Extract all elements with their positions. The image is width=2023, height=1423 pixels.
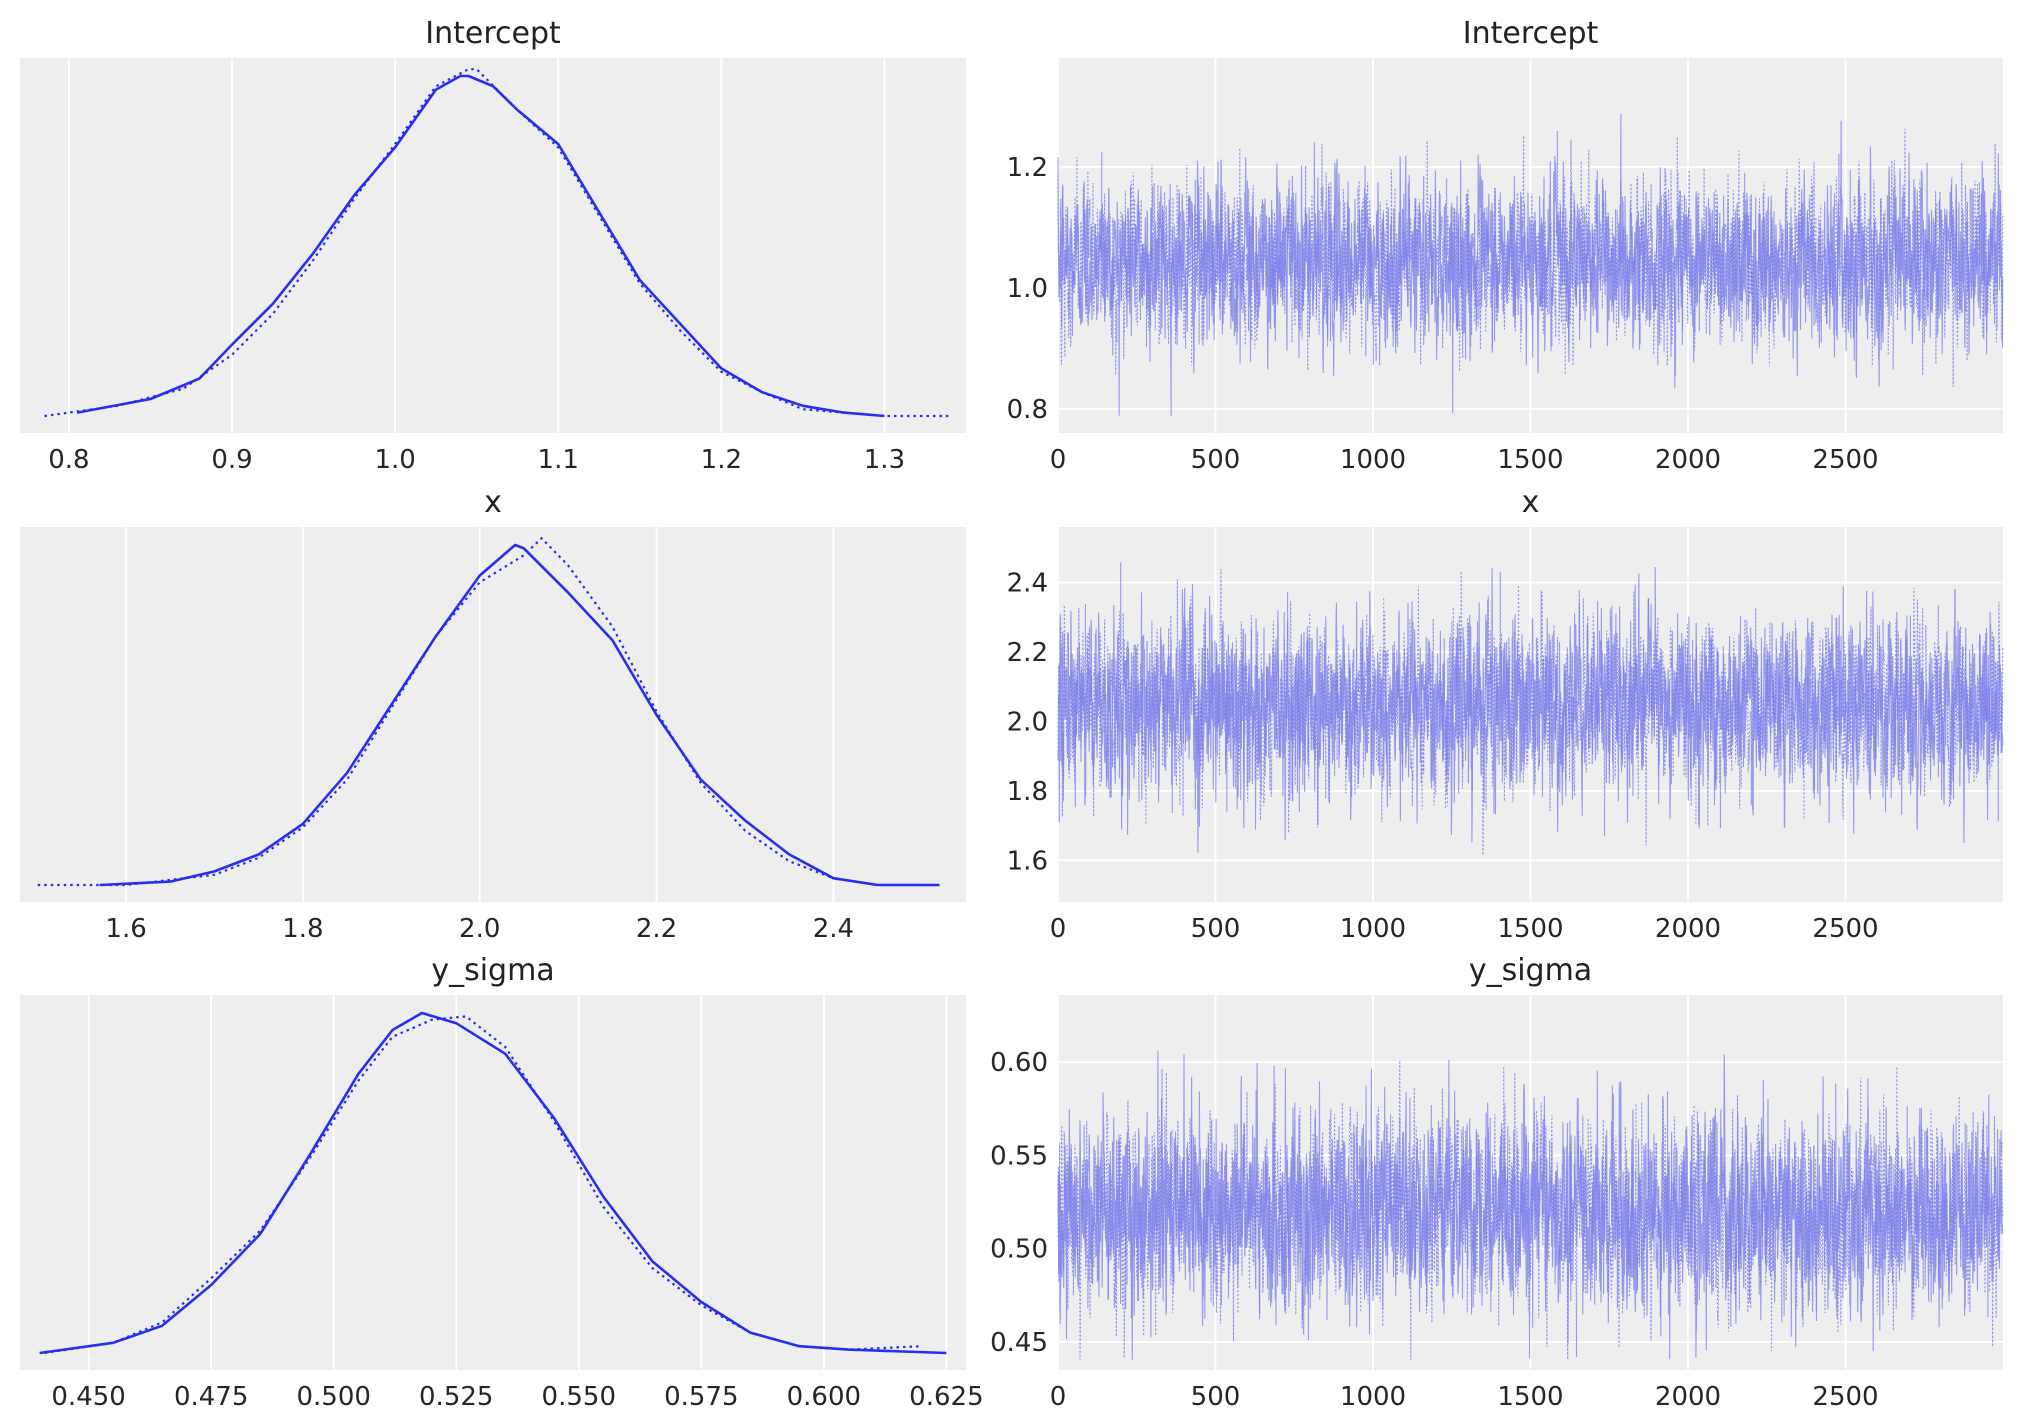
x-tick-label: 1500 [1497, 914, 1563, 944]
y-tick-label: 2.2 [1007, 638, 1048, 668]
x-tick-label: 1.3 [864, 445, 905, 475]
x-tick-label: 500 [1191, 1382, 1241, 1412]
x-tick-label: 0.9 [211, 445, 252, 475]
x-tick-label: 1500 [1497, 1382, 1563, 1412]
x-tick-label: 0 [1050, 1382, 1067, 1412]
panel-trace-2: Intercept 0 500 1000 1500 2000 2500 0.8 1.0 1.2 [1007, 16, 2004, 475]
x-tick-label: 2500 [1812, 1382, 1878, 1412]
y-tick-label: 0.60 [990, 1048, 1048, 1078]
x-tick-label: 0.600 [787, 1382, 861, 1412]
x-tick-label: 2.0 [459, 914, 500, 944]
x-tick-label: 0.8 [48, 445, 89, 475]
y-tick-label: 0.50 [990, 1235, 1048, 1265]
x-tick-label: 1.2 [701, 445, 742, 475]
panel-posterior-density-1: Intercept 0.8 0.9 1.0 1.1 1.2 1.3 [20, 16, 966, 475]
panel-title: x [1522, 485, 1540, 520]
density-line-dotted [44, 1015, 922, 1355]
density-line-solid [99, 543, 940, 887]
panel-posterior-density-5: y_sigma 0.450 0.475 0.500 0.525 0.550 0.575 0.6… [20, 953, 984, 1412]
x-tick-label: 0.550 [542, 1382, 616, 1412]
x-tick-label: 0 [1050, 445, 1067, 475]
x-tick-label: 500 [1191, 914, 1241, 944]
x-tick-label: 1.6 [105, 914, 146, 944]
x-tick-label: 1000 [1340, 445, 1406, 475]
y-tick-label: 0.8 [1007, 395, 1048, 425]
panel-title: y_sigma [1469, 953, 1592, 988]
x-tick-label: 1000 [1340, 1382, 1406, 1412]
x-tick-label: 0 [1050, 914, 1067, 944]
x-tick-label: 2500 [1812, 914, 1878, 944]
x-tick-label: 0.575 [664, 1382, 738, 1412]
x-tick-label: 2.4 [813, 914, 854, 944]
x-tick-label: 500 [1191, 445, 1241, 475]
x-tick-label: 1000 [1340, 914, 1406, 944]
panel-title: Intercept [425, 16, 561, 51]
x-tick-label: 2000 [1655, 914, 1721, 944]
x-tick-label: 0.525 [419, 1382, 493, 1412]
y-tick-label: 1.8 [1007, 777, 1048, 807]
x-tick-label: 2000 [1655, 1382, 1721, 1412]
plot-area [20, 527, 966, 902]
trace-chain-2 [1057, 1060, 2004, 1361]
density-line-dotted [37, 537, 878, 887]
x-tick-label: 2.2 [636, 914, 677, 944]
panel-trace-4: x 0 500 1000 1500 2000 2500 1.6 1.8 2.0 2.2 2.4 [1007, 485, 2004, 944]
x-tick-label: 1500 [1497, 445, 1563, 475]
y-tick-label: 0.55 [990, 1141, 1048, 1171]
x-tick-label: 2500 [1812, 445, 1878, 475]
panel-title: x [484, 485, 502, 520]
density-line-dotted [44, 68, 950, 418]
x-tick-label: 0.500 [296, 1382, 370, 1412]
x-tick-label: 1.1 [538, 445, 579, 475]
y-tick-label: 2.0 [1007, 707, 1048, 737]
y-tick-label: 2.4 [1007, 569, 1048, 599]
y-tick-label: 1.2 [1007, 153, 1048, 183]
y-tick-label: 1.0 [1007, 274, 1048, 304]
x-tick-label: 0.625 [909, 1382, 983, 1412]
x-tick-label: 2000 [1655, 445, 1721, 475]
density-line-solid [76, 74, 885, 418]
panel-trace-6: y_sigma 0 500 1000 1500 2000 2500 0.45 0.50 0.55 0… [990, 953, 2004, 1412]
x-tick-label: 0.475 [174, 1382, 248, 1412]
panel-title: y_sigma [431, 953, 554, 988]
panel-title: Intercept [1463, 16, 1599, 51]
y-tick-label: 1.6 [1007, 846, 1048, 876]
plot-area [20, 58, 966, 433]
trace-chain-2 [1057, 562, 2004, 856]
panel-posterior-density-3: x 1.6 1.8 2.0 2.2 2.4 [20, 485, 966, 944]
y-tick-label: 0.45 [990, 1328, 1048, 1358]
x-tick-label: 1.0 [374, 445, 415, 475]
trace-chain-2 [1057, 128, 2004, 387]
x-tick-label: 1.8 [282, 914, 323, 944]
x-tick-label: 0.450 [51, 1382, 125, 1412]
